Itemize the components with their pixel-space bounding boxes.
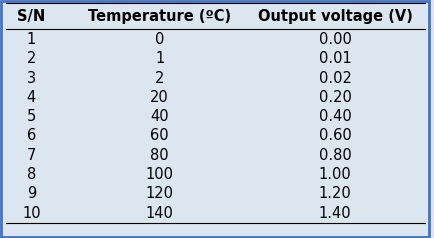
Text: 4: 4 — [27, 90, 36, 105]
Text: 0: 0 — [155, 32, 164, 47]
Text: Output voltage (V): Output voltage (V) — [258, 9, 412, 24]
Text: 0.02: 0.02 — [319, 71, 352, 86]
Text: 0.00: 0.00 — [319, 32, 352, 47]
Text: 120: 120 — [146, 186, 174, 201]
Text: 80: 80 — [150, 148, 169, 163]
Text: 7: 7 — [26, 148, 36, 163]
Text: 40: 40 — [150, 109, 169, 124]
Text: 9: 9 — [27, 186, 36, 201]
Text: 1.00: 1.00 — [319, 167, 352, 182]
Text: 0.80: 0.80 — [319, 148, 352, 163]
Text: 0.60: 0.60 — [319, 129, 352, 144]
Text: 2: 2 — [155, 71, 164, 86]
Text: 1: 1 — [27, 32, 36, 47]
Text: 3: 3 — [27, 71, 36, 86]
Text: 8: 8 — [27, 167, 36, 182]
Text: 10: 10 — [22, 206, 41, 221]
Text: 0.40: 0.40 — [319, 109, 352, 124]
Text: Temperature (ºC): Temperature (ºC) — [88, 9, 231, 24]
Text: 2: 2 — [26, 51, 36, 66]
Text: 0.01: 0.01 — [319, 51, 352, 66]
Text: 5: 5 — [27, 109, 36, 124]
Text: S/N: S/N — [17, 9, 46, 24]
Text: 1.40: 1.40 — [319, 206, 352, 221]
Text: 140: 140 — [146, 206, 174, 221]
FancyBboxPatch shape — [1, 1, 429, 237]
Text: 60: 60 — [150, 129, 169, 144]
Text: 100: 100 — [146, 167, 174, 182]
Text: 0.20: 0.20 — [319, 90, 352, 105]
Text: 6: 6 — [27, 129, 36, 144]
Text: 1: 1 — [155, 51, 164, 66]
Text: 20: 20 — [150, 90, 169, 105]
Text: 1.20: 1.20 — [319, 186, 352, 201]
